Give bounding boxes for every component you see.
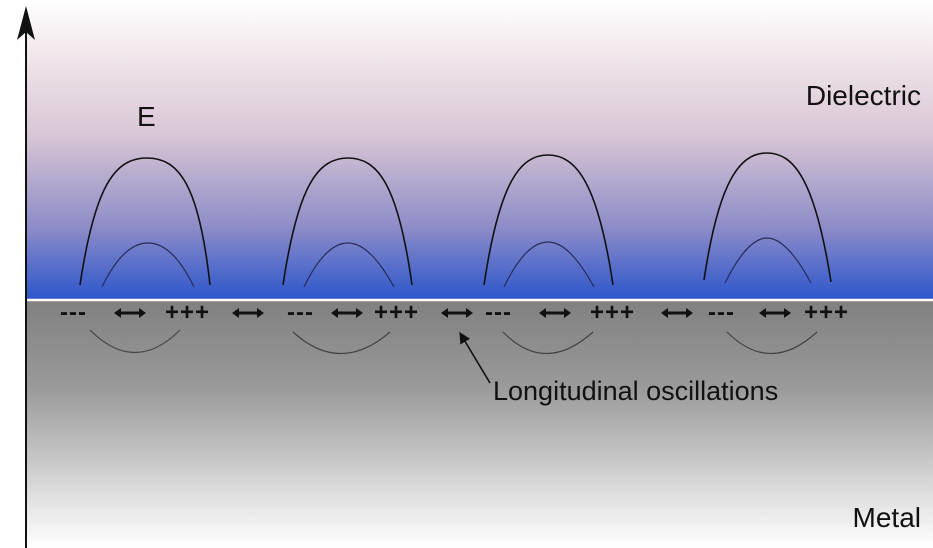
field-lobes [79, 152, 832, 288]
double-arrow-icon [232, 308, 264, 318]
field-lobe-inner [303, 242, 395, 288]
negative-charges: --- [60, 299, 87, 326]
negative-charges: --- [708, 299, 735, 326]
field-lobe-outer [483, 154, 614, 286]
field-lobe-outer [79, 157, 211, 286]
dielectric-label: Dielectric [805, 80, 921, 111]
field-lobe-inner [101, 242, 195, 288]
metal-label: Metal [852, 502, 921, 533]
dielectric-region [26, 0, 933, 301]
metal-arc [502, 331, 594, 354]
negative-charges: --- [485, 299, 512, 326]
field-lobe-outer [703, 152, 832, 283]
positive-charges: +++ [804, 299, 850, 326]
vertical-axis [17, 6, 35, 548]
field-lobe-inner [724, 237, 812, 284]
field-lobe-inner [503, 241, 595, 288]
double-arrow-icon [114, 308, 146, 318]
field-lobe-outer [282, 157, 413, 286]
double-arrow-icon [539, 308, 571, 318]
oscillation-pointer-arrow [459, 332, 491, 384]
oscillations-label: Longitudinal oscillations [493, 376, 779, 406]
metal-arcs [89, 329, 818, 354]
metal-region [26, 301, 933, 548]
positive-charges: +++ [165, 299, 211, 326]
double-arrow-icon [661, 308, 693, 318]
metal-arc [726, 331, 818, 354]
double-arrow-icon [331, 308, 363, 318]
double-arrow-icon [441, 308, 473, 318]
double-arrow-icon [759, 308, 791, 318]
negative-charges: --- [287, 299, 314, 326]
metal-arc [292, 331, 391, 354]
axis-arrow-icon [17, 6, 35, 40]
metal-arc [89, 329, 181, 353]
positive-charges: +++ [590, 299, 636, 326]
positive-charges: +++ [374, 299, 420, 326]
field-label: E [137, 101, 156, 132]
